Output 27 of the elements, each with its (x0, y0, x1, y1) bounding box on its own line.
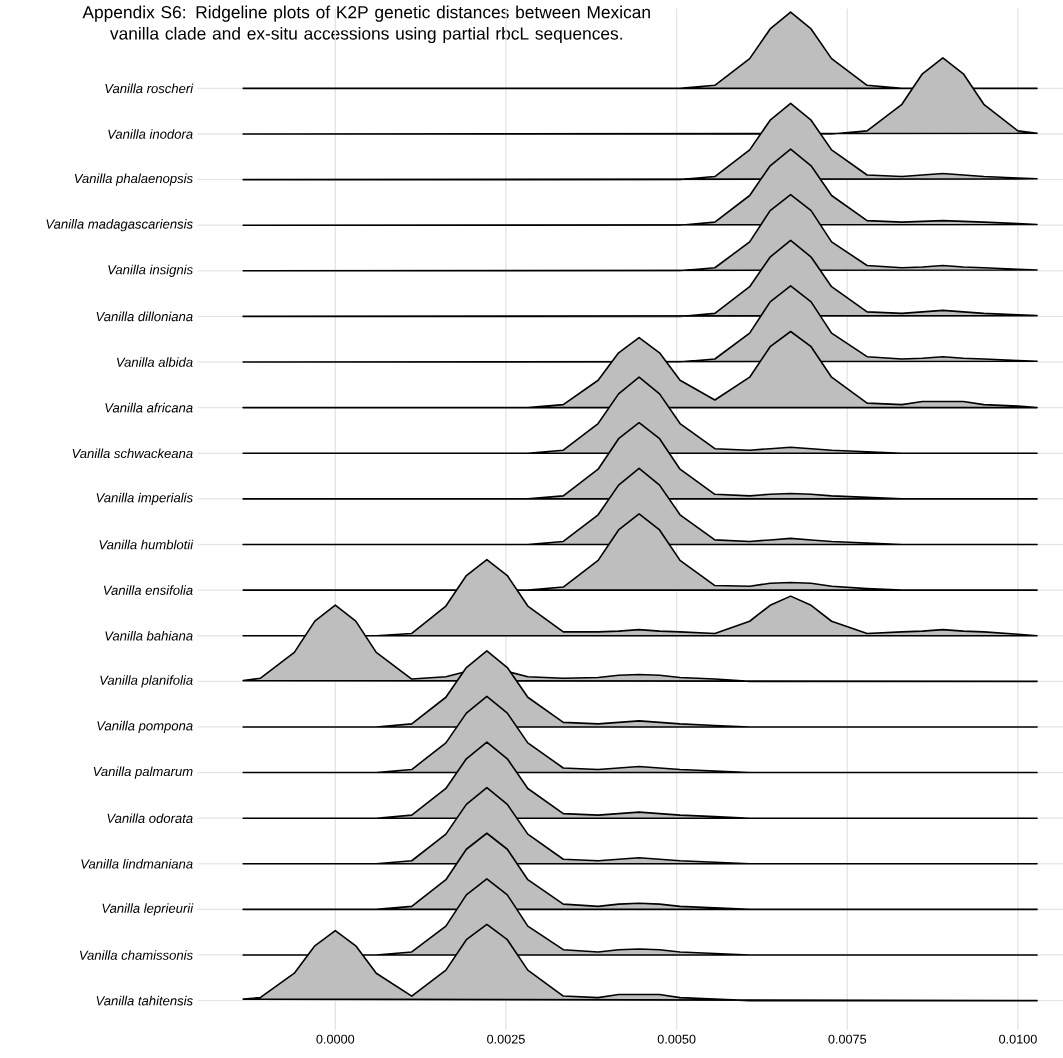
text: Vanilla imperialis (96, 492, 193, 506)
x-tick-label: 0.0100 (999, 1034, 1037, 1044)
x-tick-label: 0.0000 (316, 1034, 355, 1044)
text: Vanilla pompona (97, 721, 193, 734)
text: Vanilla odorata (107, 813, 193, 824)
text: Vanilla ensifolia (103, 585, 193, 596)
text: Vanilla insignis (108, 264, 193, 278)
text: Vanilla leprieurii (102, 903, 194, 916)
text: Vanilla inodora (108, 129, 193, 139)
x-tick-label: 0.0025 (487, 1034, 525, 1044)
text: Vanilla africana (105, 403, 193, 413)
text: Vanilla dilloniana (96, 311, 193, 322)
text: Vanilla humblotii (99, 539, 194, 550)
text: Vanilla lindmaniana (81, 859, 193, 869)
x-tick-label: 0.0050 (657, 1034, 696, 1044)
text: Vanilla roscheri (105, 83, 194, 94)
text: Vanilla schwackeana (72, 448, 193, 459)
text: Vanilla phalaenopsis (74, 173, 193, 186)
text: Vanilla planifolia (100, 675, 193, 688)
x-tick-label: 0.0075 (828, 1034, 867, 1044)
text: Vanilla bahiana (105, 631, 193, 641)
text: Vanilla albida (116, 357, 193, 367)
text: Vanilla palmarum (93, 766, 193, 779)
chart-title: Appendix S6: Ridgeline plots of K2P genetic distances between Mexican vanilla clade and ex-situ accessions using partial rbcL sequences. (82, 5, 650, 44)
text: Vanilla chamissonis (79, 950, 193, 960)
text: Vanilla tahitensis (96, 996, 193, 1006)
text: Vanilla madagascariensis (46, 219, 193, 232)
